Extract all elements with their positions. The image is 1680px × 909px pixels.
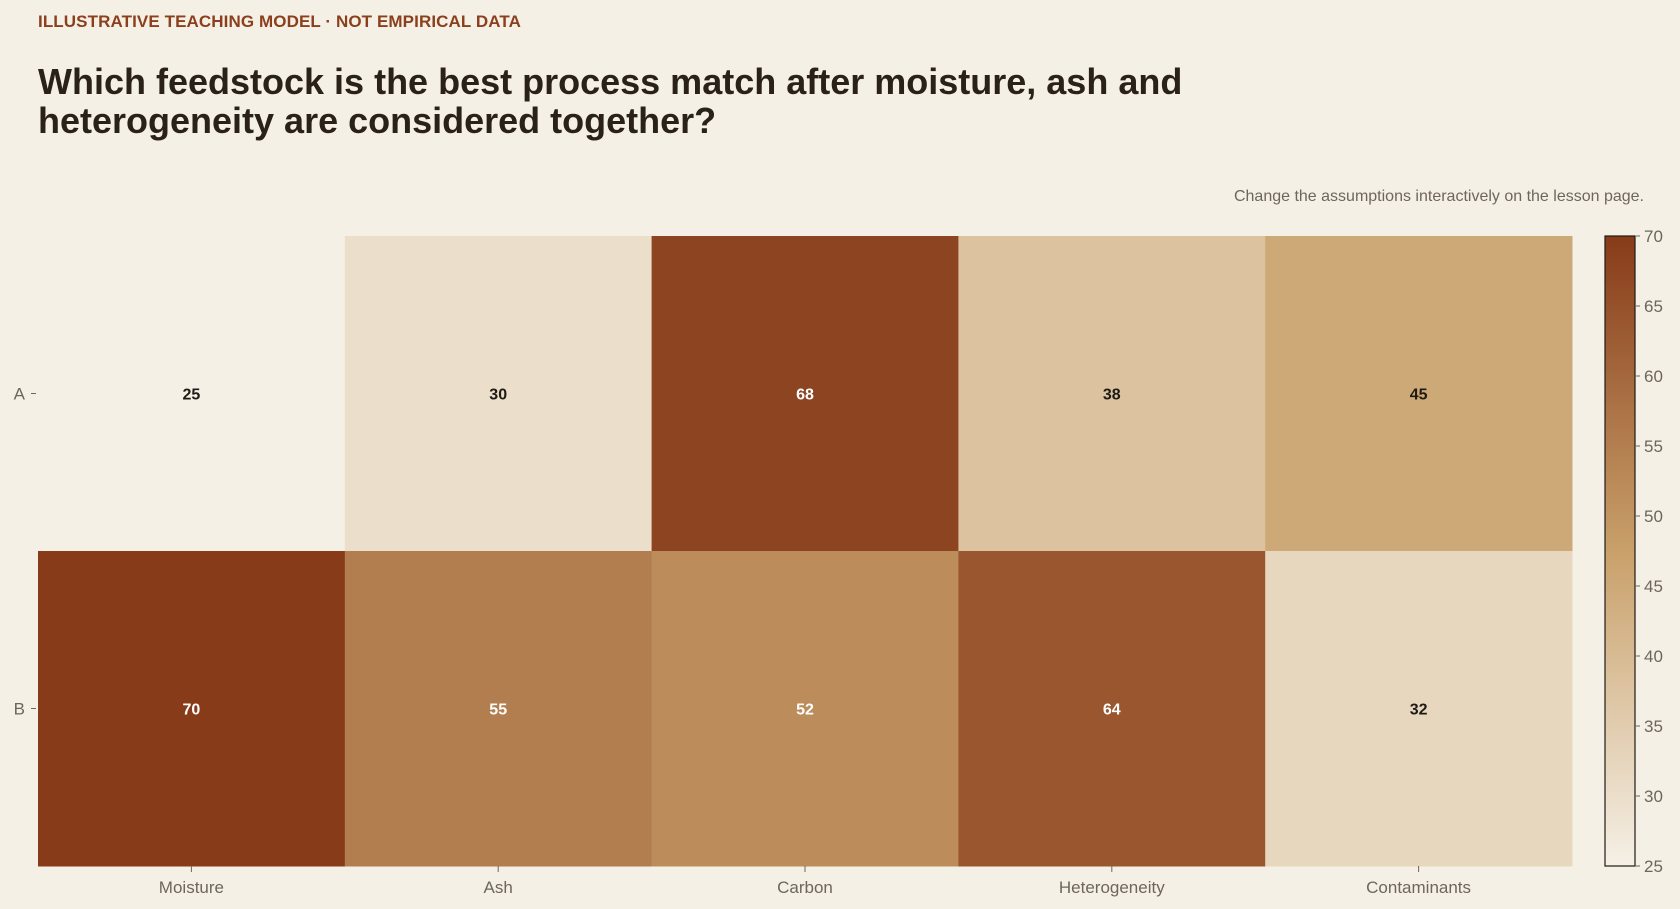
colorbar-tick-label: 40 bbox=[1644, 647, 1663, 666]
cell-value-label: 38 bbox=[1103, 387, 1121, 404]
heatmap-cell bbox=[958, 551, 1266, 867]
heatmap-cell bbox=[38, 236, 346, 552]
colorbar-tick-label: 55 bbox=[1644, 437, 1663, 456]
colorbar-tick-label: 65 bbox=[1644, 297, 1663, 316]
cell-value-label: 68 bbox=[796, 387, 814, 404]
chart-title: Which feedstock is the best process matc… bbox=[38, 61, 1183, 141]
x-tick-label: Heterogeneity bbox=[1059, 878, 1165, 897]
colorbar-tick-label: 35 bbox=[1644, 717, 1663, 736]
interactive-note: Change the assumptions interactively on … bbox=[1233, 188, 1644, 205]
x-tick-label: Contaminants bbox=[1366, 878, 1471, 897]
colorbar-tick-label: 45 bbox=[1644, 577, 1663, 596]
x-tick-label: Carbon bbox=[777, 878, 833, 897]
y-tick-label: A bbox=[14, 385, 26, 404]
cell-value-label: 45 bbox=[1410, 387, 1428, 404]
cell-value-label: 70 bbox=[183, 702, 201, 719]
cell-value-label: 52 bbox=[796, 702, 814, 719]
colorbar-tick-label: 50 bbox=[1644, 507, 1663, 526]
kicker-label: ILLUSTRATIVE TEACHING MODEL · NOT EMPIRI… bbox=[38, 12, 521, 31]
x-tick-label: Moisture bbox=[159, 878, 224, 897]
colorbar-tick-label: 30 bbox=[1644, 787, 1663, 806]
heatmap-cell bbox=[1265, 236, 1573, 552]
heatmap-cell bbox=[344, 236, 653, 552]
cell-value-label: 55 bbox=[489, 702, 507, 719]
cell-value-label: 64 bbox=[1103, 702, 1121, 719]
colorbar-tick-label: 60 bbox=[1644, 367, 1663, 386]
heatmap-cell bbox=[344, 551, 653, 867]
colorbar-tick-label: 70 bbox=[1644, 227, 1663, 246]
cell-value-label: 32 bbox=[1410, 702, 1428, 719]
heatmap-cell bbox=[38, 551, 346, 867]
colorbar-tick-label: 25 bbox=[1644, 857, 1663, 876]
heatmap-cell bbox=[1265, 551, 1573, 867]
heatmap-cell bbox=[651, 551, 959, 867]
cell-value-label: 30 bbox=[489, 387, 507, 404]
cell-value-label: 25 bbox=[183, 387, 201, 404]
colorbar bbox=[1604, 235, 1636, 867]
y-tick-label: B bbox=[14, 700, 25, 719]
x-tick-label: Ash bbox=[484, 878, 513, 897]
heatmap-cell bbox=[651, 236, 959, 552]
heatmap-cell bbox=[958, 236, 1266, 552]
